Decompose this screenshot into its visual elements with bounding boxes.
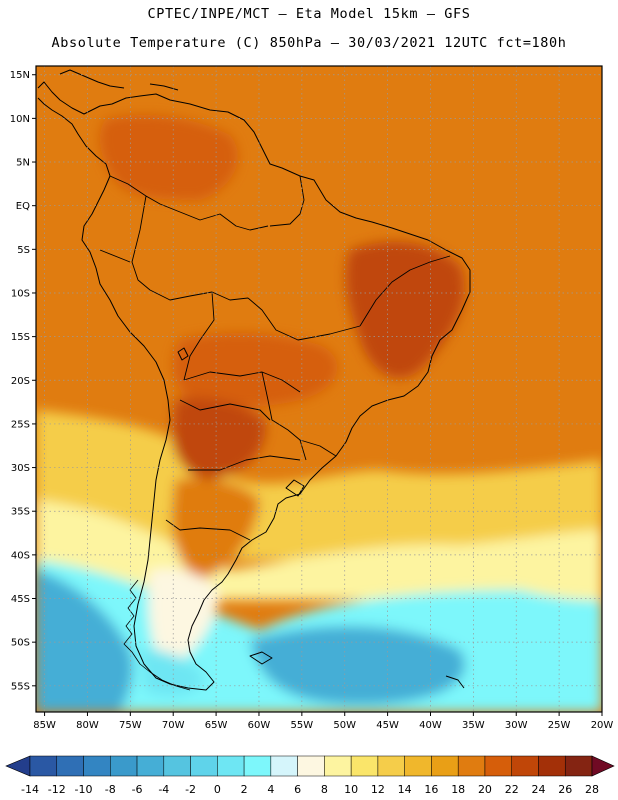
colorbar: -14 -12 -10 -8 -6 -4 -2 0 2 4 6 8 10 12 14 16 18 20 22 24 26… xyxy=(5,755,615,796)
lon-label: 25W xyxy=(548,720,571,731)
colorbar-label: 14 xyxy=(398,783,412,796)
lat-label: 40S xyxy=(11,550,30,561)
pacific-south-cold-2 xyxy=(250,626,466,705)
temperature-field xyxy=(36,66,602,712)
lat-label: 35S xyxy=(11,507,30,518)
lat-label: 55S xyxy=(11,681,30,692)
colorbar-swatch xyxy=(217,755,245,777)
lat-label: 15S xyxy=(11,332,30,343)
axis-ticks xyxy=(32,74,603,716)
colorbar-label: 22 xyxy=(505,783,519,796)
colorbar-swatch xyxy=(538,755,566,777)
chilean-fjords xyxy=(123,579,191,691)
country-borders xyxy=(99,175,451,541)
colorbar-swatch xyxy=(136,755,165,777)
colorbar-label: 6 xyxy=(294,783,301,796)
colorbar-label: 26 xyxy=(558,783,572,796)
colorbar-swatch xyxy=(431,755,459,777)
lat-label: 45S xyxy=(11,594,30,605)
colorbar-swatch xyxy=(484,755,512,777)
colorbar-swatch xyxy=(564,755,593,777)
colorbar-label: 8 xyxy=(321,783,328,796)
plot-frame xyxy=(35,65,603,713)
lat-label: 30S xyxy=(11,463,30,474)
lat-label: 25S xyxy=(11,419,30,430)
colorbar-label: -14 xyxy=(21,783,39,796)
colorbar-swatch xyxy=(457,755,486,777)
chart-subtitle: Absolute Temperature (C) 850hPa – 30/03/… xyxy=(51,35,567,51)
colorbar-label: 10 xyxy=(344,783,358,796)
northern-colombia-venezuela xyxy=(99,115,239,200)
northeast-brazil-warm xyxy=(345,241,465,379)
latitude-labels: 15N 10N 5N EQ 5S 10S 15S 20S 25S 30S 35S 40S 45S 50S 5… xyxy=(10,70,30,692)
colorbar-arrow-left xyxy=(5,755,31,777)
colorbar-label: 20 xyxy=(478,783,492,796)
colorbar-swatch xyxy=(163,755,191,777)
longitude-labels: 85W 80W 75W 70W 65W 60W 55W 50W 45W 40W 35W 30W 25W 2… xyxy=(33,720,613,731)
colorbar-swatch xyxy=(377,755,405,777)
rio-de-la-plata xyxy=(285,479,305,497)
lat-label: 10N xyxy=(10,114,30,125)
south-america-coastline xyxy=(37,81,471,691)
lat-label: 5N xyxy=(16,158,30,169)
lon-label: 45W xyxy=(376,720,399,731)
colorbar-label: 28 xyxy=(585,783,599,796)
chart-title: CPTEC/INPE/MCT – Eta Model 15km – GFS xyxy=(147,6,471,22)
patagonia-cool xyxy=(148,568,220,670)
colorbar-label: 18 xyxy=(451,783,465,796)
colorbar-swatch xyxy=(29,755,58,777)
lon-label: 60W xyxy=(248,720,271,731)
colorbar-swatch xyxy=(190,755,218,777)
lon-label: 80W xyxy=(76,720,99,731)
colorbar-label: -2 xyxy=(185,783,196,796)
lat-label: 50S xyxy=(11,638,30,649)
lat-label: 10S xyxy=(11,288,30,299)
colorbar-label: 0 xyxy=(214,783,221,796)
colorbar-label: 24 xyxy=(531,783,545,796)
colorbar-arrow-right xyxy=(591,755,615,777)
lon-label: 20W xyxy=(591,720,614,731)
colorbar-swatch xyxy=(270,755,298,777)
lon-label: 70W xyxy=(162,720,185,731)
lake-titicaca xyxy=(177,347,189,361)
lon-label: 35W xyxy=(462,720,485,731)
lat-label: 20S xyxy=(11,376,30,387)
colorbar-swatch xyxy=(56,755,84,777)
colorbar-swatch xyxy=(297,755,325,777)
chaco-warm xyxy=(172,398,266,480)
central-brazil-warm xyxy=(173,333,338,407)
colorbar-label: -4 xyxy=(158,783,169,796)
colorbar-label: 12 xyxy=(371,783,385,796)
colorbar-swatch xyxy=(110,755,138,777)
colorbar-swatch xyxy=(83,755,111,777)
lon-label: 85W xyxy=(33,720,56,731)
colorbar-label: 2 xyxy=(241,783,248,796)
lon-label: 30W xyxy=(505,720,528,731)
colorbar-label: -6 xyxy=(132,783,143,796)
lon-label: 50W xyxy=(333,720,356,731)
lon-label: 55W xyxy=(291,720,314,731)
lat-label: 5S xyxy=(17,245,30,256)
lon-label: 40W xyxy=(419,720,442,731)
south-georgia xyxy=(445,675,465,689)
colorbar-swatch xyxy=(243,755,272,777)
pacific-south-cold xyxy=(36,570,133,712)
tierra-del-fuego-cold xyxy=(140,649,205,696)
colorbar-label: -10 xyxy=(75,783,93,796)
colorbar-label: -8 xyxy=(105,783,116,796)
lon-label: 75W xyxy=(119,720,142,731)
colorbar-swatch xyxy=(324,755,352,777)
colorbar-swatch xyxy=(404,755,432,777)
falklands xyxy=(249,651,273,665)
lon-label: 65W xyxy=(205,720,228,731)
colorbar-label: 16 xyxy=(424,783,438,796)
colorbar-label: -12 xyxy=(48,783,66,796)
lat-label: EQ xyxy=(16,201,30,212)
colorbar-swatch xyxy=(511,755,539,777)
colorbar-swatch xyxy=(350,755,379,777)
lat-label: 15N xyxy=(10,70,30,81)
colorbar-label: 4 xyxy=(267,783,274,796)
